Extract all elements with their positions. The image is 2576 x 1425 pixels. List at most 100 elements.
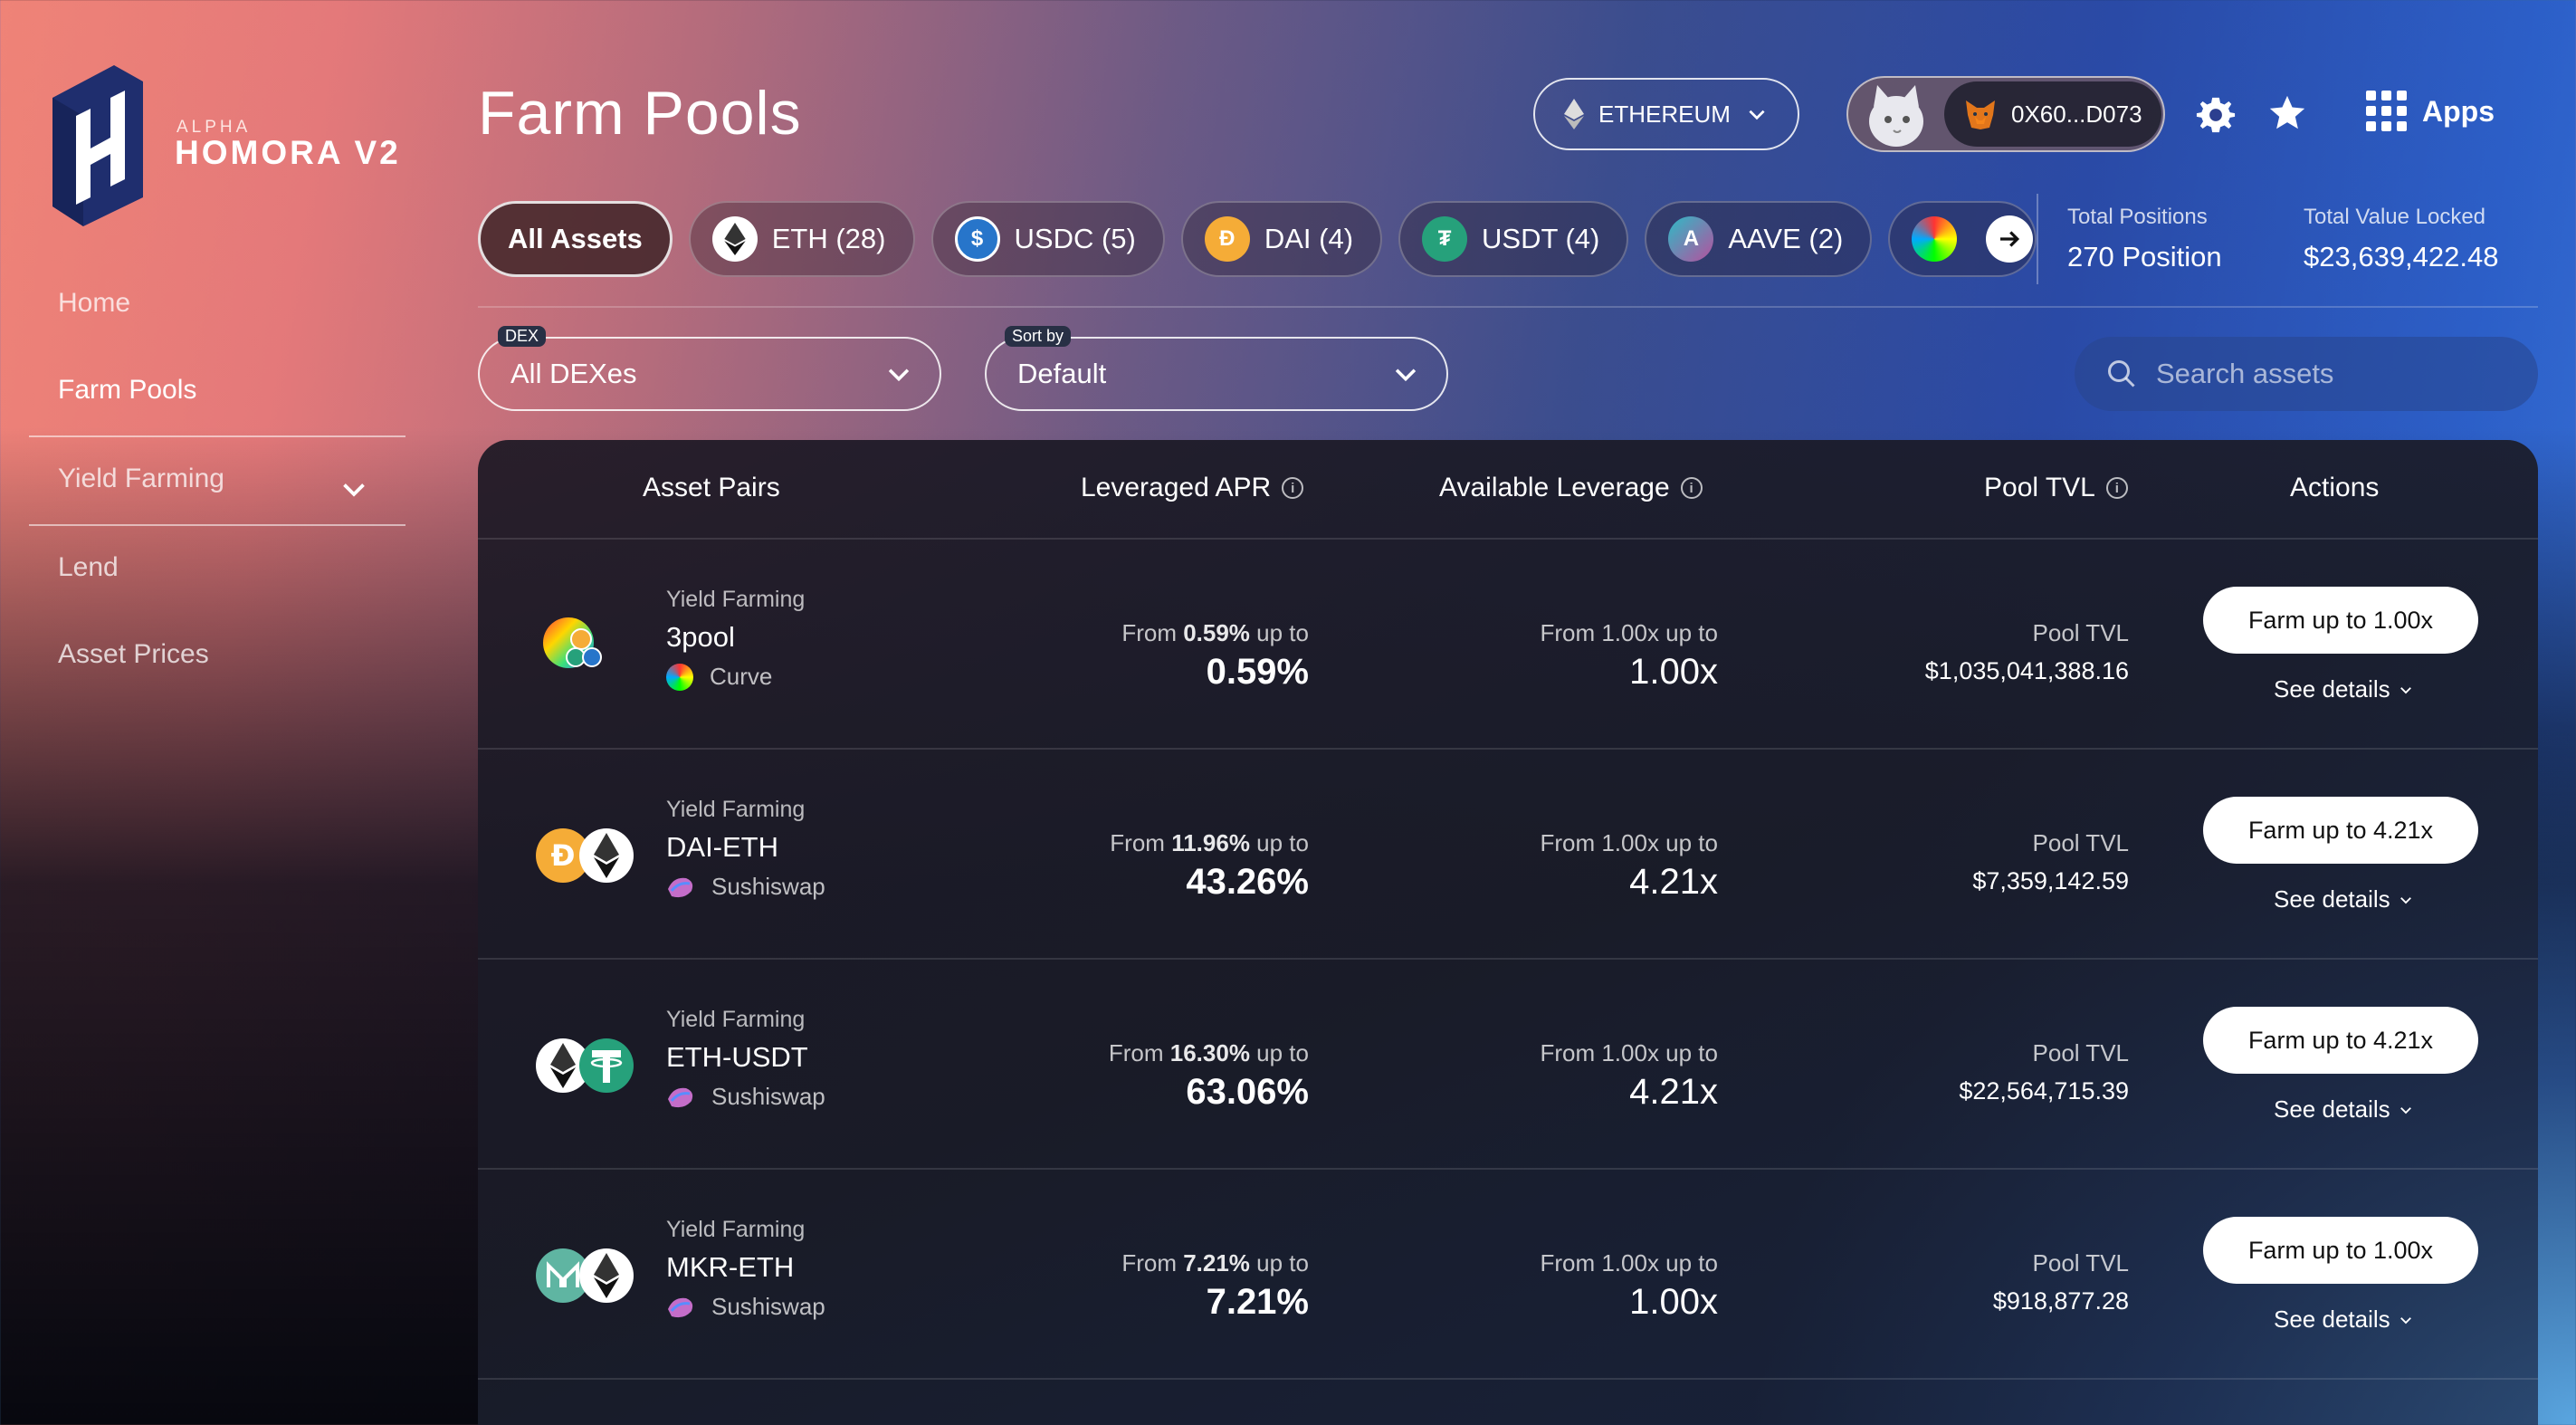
scroll-right-arrow-icon[interactable] (1986, 215, 2033, 263)
column-asset-pairs[interactable]: Asset Pairs (643, 473, 780, 503)
chevron-down-icon[interactable] (338, 473, 370, 505)
total-value-locked-value: $23,639,422.48 (2304, 241, 2499, 273)
farm-button[interactable]: Farm up to 1.00x (2203, 1217, 2478, 1284)
filter-label: DAI (4) (1264, 223, 1354, 254)
column-label: Available Leverage (1439, 473, 1670, 502)
filter-usdc[interactable]: $ USDC (5) (930, 201, 1165, 277)
sidebar: ALPHA HOMORA V2 Home Farm Pools Yield Fa… (0, 0, 434, 1425)
table-row[interactable]: Yield Farming ETH-USDT Sushiswap From 16… (478, 960, 2538, 1170)
column-leveraged-apr[interactable]: Leveraged APR i (1081, 473, 1304, 503)
sort-select-tag: Sort by (1005, 326, 1072, 347)
row-apr-from-value: 0.59% (1183, 619, 1250, 646)
row-dex-label: Sushiswap (711, 1083, 825, 1110)
see-details-link[interactable]: See details (2274, 885, 2414, 913)
row-apr-max: 0.59% (1206, 652, 1309, 692)
filter-all-assets[interactable]: All Assets (478, 201, 673, 277)
apps-button[interactable]: Apps (2366, 91, 2495, 132)
svg-text:Ð: Ð (551, 838, 576, 873)
nav-farm-pools[interactable]: Farm Pools (58, 375, 197, 405)
total-value-locked-label: Total Value Locked (2304, 205, 2486, 229)
table-row[interactable]: Yield Farming MKR-ETH Sushiswap From 7.2… (478, 1170, 2538, 1380)
chevron-down-icon (1395, 368, 1417, 382)
filter-aave[interactable]: A AAVE (2) (1645, 201, 1873, 277)
row-dex: Sushiswap (666, 1083, 825, 1111)
dai-eth-token-icon: Ð (536, 828, 634, 883)
total-positions-value: 270 Position (2067, 241, 2222, 273)
dai-icon: Ð (1204, 216, 1250, 262)
search-input[interactable]: Search assets (2075, 337, 2538, 411)
row-apr-from-prefix: From (1121, 1249, 1184, 1277)
page-title: Farm Pools (478, 79, 802, 148)
divider (478, 306, 2538, 308)
row-tvl-value: $918,877.28 (1992, 1287, 2129, 1315)
column-available-leverage[interactable]: Available Leverage i (1439, 473, 1703, 503)
gear-icon[interactable] (2195, 94, 2237, 136)
avatar[interactable] (1856, 81, 1937, 150)
nav-divider (29, 524, 405, 526)
row-tvl-value: $1,035,041,388.16 (1924, 657, 2129, 684)
dex-select-value: All DEXes (510, 358, 637, 389)
see-details-link[interactable]: See details (2274, 1095, 2414, 1124)
row-leverage-max: 1.00x (1629, 1282, 1718, 1322)
filter-label: USDT (4) (1482, 223, 1600, 254)
column-label: Leveraged APR (1081, 473, 1272, 502)
farm-button[interactable]: Farm up to 4.21x (2203, 1007, 2478, 1074)
table-row[interactable]: Yield Farming 3pool Curve From 0.59% up … (478, 540, 2538, 750)
info-icon[interactable]: i (2105, 477, 2128, 499)
info-icon[interactable]: i (1282, 477, 1304, 499)
nav-yield-farming[interactable]: Yield Farming (58, 464, 224, 493)
farm-button[interactable]: Farm up to 1.00x (2203, 587, 2478, 654)
filter-eth[interactable]: ETH (28) (688, 201, 915, 277)
table-row[interactable]: Ð Yield Farming DAI-ETH Sushiswap From 1… (478, 750, 2538, 960)
wallet-address[interactable]: 0X60...D073 (1944, 81, 2161, 147)
search-icon (2108, 360, 2135, 387)
row-type: Yield Farming (666, 797, 806, 822)
see-details-label: See details (2274, 1305, 2390, 1333)
usdt-icon: ₮ (1422, 216, 1468, 262)
row-apr-max: 63.06% (1186, 1072, 1309, 1112)
column-label: Actions (2290, 473, 2380, 502)
aave-icon: A (1668, 216, 1714, 262)
column-pool-tvl[interactable]: Pool TVL i (1984, 473, 2128, 503)
row-dex: Curve (666, 663, 772, 691)
filter-dai[interactable]: Ð DAI (4) (1180, 201, 1383, 277)
search-placeholder: Search assets (2156, 358, 2334, 389)
curve-icon (666, 663, 693, 691)
filter-usdt[interactable]: ₮ USDT (4) (1398, 201, 1629, 277)
row-type: Yield Farming (666, 1217, 806, 1242)
nav-asset-prices[interactable]: Asset Prices (58, 639, 209, 669)
dex-select[interactable]: All DEXes (478, 337, 941, 411)
chevron-down-icon (2399, 1316, 2411, 1324)
info-icon[interactable]: i (1680, 477, 1703, 499)
brand-name[interactable]: HOMORA V2 (175, 134, 401, 171)
see-details-link[interactable]: See details (2274, 1305, 2414, 1334)
row-leverage-max: 4.21x (1629, 1072, 1718, 1112)
farm-pools-table: Asset Pairs Leveraged APR i Available Lev… (478, 440, 2538, 1425)
row-dex: Sushiswap (666, 1293, 825, 1321)
filter-label: AAVE (2) (1728, 223, 1844, 254)
homora-logo-icon[interactable] (43, 62, 152, 226)
sushiswap-icon (668, 877, 693, 897)
star-icon[interactable] (2266, 92, 2308, 134)
row-apr-from-value: 11.96% (1171, 829, 1250, 856)
chain-selector-button[interactable]: ETHEREUM (1533, 78, 1799, 150)
wallet-button[interactable]: 0X60...D073 (1846, 76, 2165, 152)
row-pair-name: MKR-ETH (666, 1251, 795, 1283)
total-positions-label: Total Positions (2067, 205, 2208, 229)
nav-lend[interactable]: Lend (58, 552, 119, 582)
sort-select-value: Default (1017, 358, 1107, 389)
see-details-label: See details (2274, 1095, 2390, 1123)
chevron-down-icon (2399, 896, 2411, 904)
sort-select[interactable]: Default (985, 337, 1448, 411)
filter-label: ETH (28) (771, 223, 886, 254)
row-leverage-from: From 1.00x up to (1540, 829, 1718, 856)
nav-home[interactable]: Home (58, 288, 131, 318)
mkr-eth-token-icon (536, 1248, 634, 1303)
row-pair-name: 3pool (666, 621, 735, 653)
row-leverage-max: 1.00x (1629, 652, 1718, 692)
sushiswap-icon (668, 1087, 693, 1107)
farm-button[interactable]: Farm up to 4.21x (2203, 797, 2478, 864)
wallet-address-text: 0X60...D073 (2011, 100, 2142, 128)
see-details-link[interactable]: See details (2274, 675, 2414, 703)
row-dex-label: Curve (710, 663, 773, 690)
